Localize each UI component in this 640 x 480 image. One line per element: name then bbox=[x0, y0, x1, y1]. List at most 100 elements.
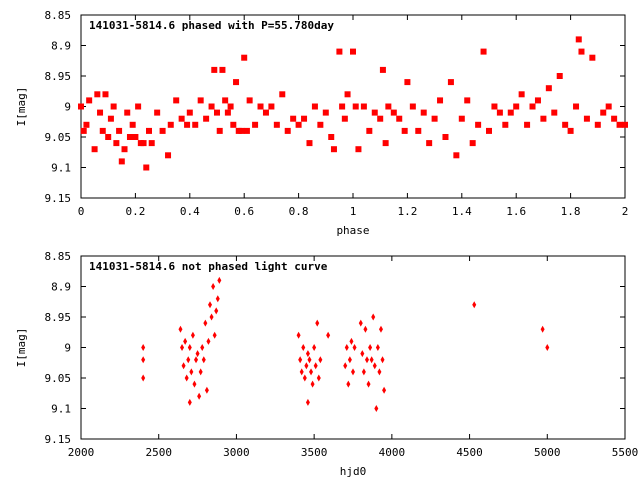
phased-data-point bbox=[295, 121, 302, 128]
phased-data-point bbox=[233, 79, 240, 86]
phased-data-point bbox=[355, 146, 362, 153]
unphased-data-point bbox=[364, 356, 369, 364]
unphased-data-point bbox=[363, 325, 368, 333]
phased-y-tick-label: 9.15 bbox=[45, 192, 72, 205]
unphased-data-point bbox=[312, 344, 317, 351]
phased-data-point bbox=[230, 121, 237, 128]
unphased-data-point bbox=[214, 307, 219, 315]
unphased-x-tick-label: 5000 bbox=[534, 446, 561, 459]
unphased-data-point bbox=[141, 344, 146, 351]
phased-x-tick-label: 2 bbox=[622, 205, 629, 218]
phased-data-point bbox=[105, 134, 112, 140]
phased-x-tick-label: 1.6 bbox=[506, 205, 526, 218]
phased-data-point bbox=[121, 146, 128, 153]
unphased-data-point bbox=[208, 301, 213, 309]
unphased-data-point bbox=[212, 331, 217, 339]
phased-chart-title: 141031-5814.6 phased with P=55.780day bbox=[89, 19, 334, 32]
unphased-data-point bbox=[307, 356, 312, 364]
phased-data-point bbox=[385, 103, 392, 110]
unphased-data-point bbox=[204, 386, 209, 394]
unphased-data-point bbox=[215, 295, 220, 303]
phased-data-point bbox=[605, 103, 612, 110]
phased-data-point bbox=[575, 36, 582, 43]
unphased-x-tick-label: 2500 bbox=[145, 446, 172, 459]
phased-data-point bbox=[135, 103, 142, 110]
unphased-data-point bbox=[298, 356, 303, 364]
phased-data-point bbox=[143, 164, 150, 171]
unphased-data-point bbox=[190, 331, 195, 339]
phased-y-tick-label: 9.1 bbox=[51, 162, 71, 175]
phased-data-point bbox=[129, 121, 136, 128]
phased-data-point bbox=[246, 97, 253, 104]
phased-data-point bbox=[573, 103, 580, 110]
unphased-data-point bbox=[198, 368, 203, 376]
phased-data-point bbox=[507, 109, 514, 116]
phased-x-tick-label: 1.8 bbox=[561, 205, 581, 218]
phased-data-point bbox=[404, 79, 411, 86]
phased-data-point bbox=[216, 127, 223, 134]
unphased-data-point bbox=[366, 380, 371, 388]
unphased-x-tick-label: 5500 bbox=[612, 446, 639, 459]
phased-data-point bbox=[502, 121, 509, 128]
unphased-y-axis-label: I[mag] bbox=[15, 328, 28, 368]
unphased-data-point bbox=[374, 405, 379, 412]
phased-data-point bbox=[173, 97, 180, 104]
phased-data-point bbox=[126, 134, 133, 140]
phased-data-point bbox=[78, 103, 84, 110]
unphased-data-point bbox=[346, 380, 351, 388]
phased-data-point bbox=[227, 103, 234, 110]
phased-data-point bbox=[154, 109, 161, 116]
phased-data-point bbox=[146, 127, 152, 134]
unphased-y-tick-label: 9.15 bbox=[45, 433, 72, 446]
unphased-y-tick-label: 9.1 bbox=[51, 403, 71, 416]
unphased-x-tick-label: 3000 bbox=[223, 446, 250, 459]
phased-data-point bbox=[140, 140, 147, 147]
phased-data-point bbox=[344, 91, 351, 98]
phased-y-tick-label: 8.95 bbox=[45, 70, 72, 83]
phased-data-point bbox=[184, 121, 191, 128]
phased-data-point bbox=[311, 103, 318, 110]
phased-data-point bbox=[124, 109, 131, 116]
phased-data-point bbox=[453, 152, 460, 159]
phased-data-point bbox=[339, 103, 346, 110]
unphased-data-point bbox=[380, 356, 385, 364]
phased-data-point bbox=[262, 109, 269, 116]
phased-data-point bbox=[567, 127, 574, 134]
unphased-y-tick-label: 8.85 bbox=[45, 250, 72, 263]
phased-data-point bbox=[222, 97, 229, 104]
phased-data-point bbox=[611, 115, 618, 122]
unphased-data-point bbox=[206, 337, 211, 345]
phased-data-point bbox=[594, 121, 601, 128]
phased-data-point bbox=[113, 140, 120, 147]
unphased-data-point bbox=[201, 356, 206, 364]
unphased-data-point bbox=[318, 356, 323, 364]
unphased-data-point bbox=[347, 356, 352, 364]
unphased-data-point bbox=[360, 350, 365, 358]
phased-data-point bbox=[360, 103, 367, 110]
phased-data-point bbox=[420, 109, 427, 116]
phased-data-point bbox=[341, 115, 348, 122]
phased-data-point bbox=[578, 48, 585, 55]
phased-data-point bbox=[371, 109, 378, 116]
phased-x-tick-label: 0.2 bbox=[125, 205, 145, 218]
phased-data-point bbox=[529, 103, 536, 110]
unphased-data-point bbox=[178, 325, 183, 333]
unphased-data-point bbox=[184, 374, 189, 382]
unphased-data-point bbox=[304, 362, 309, 370]
unphased-data-point bbox=[187, 398, 192, 406]
phased-data-point bbox=[350, 48, 356, 55]
phased-data-point bbox=[415, 127, 422, 134]
phased-data-point bbox=[257, 103, 264, 110]
unphased-data-point bbox=[186, 356, 191, 364]
phased-data-point bbox=[107, 115, 114, 122]
unphased-data-point bbox=[344, 344, 349, 351]
phased-data-point bbox=[118, 158, 125, 165]
unphased-y-tick-label: 8.95 bbox=[45, 311, 72, 324]
phased-data-point bbox=[475, 121, 482, 128]
phased-data-point bbox=[480, 48, 487, 55]
phased-data-point bbox=[148, 140, 155, 147]
unphased-data-point bbox=[192, 380, 197, 388]
phased-data-point bbox=[540, 115, 547, 122]
unphased-data-point bbox=[378, 325, 383, 333]
phased-data-point bbox=[524, 121, 531, 128]
